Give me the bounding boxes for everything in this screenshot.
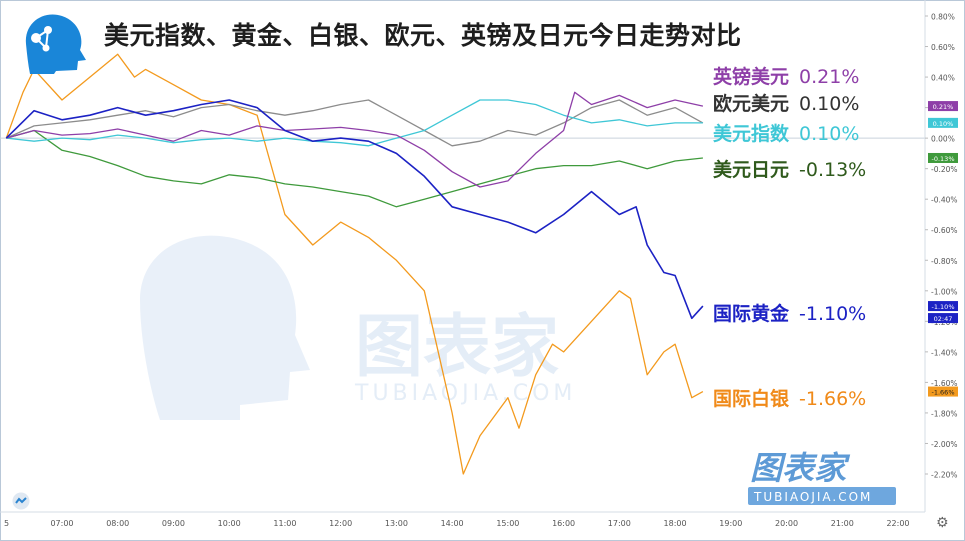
label-name: 国际黄金 <box>713 303 790 325</box>
label-eurusd: 欧元美元 0.10% <box>713 89 859 116</box>
x-tick-label: 11:00 <box>273 519 296 528</box>
label-dxy: 美元指数 0.10% <box>713 119 859 146</box>
x-tick-label: 12:00 <box>329 519 352 528</box>
x-tick-label: 21:00 <box>831 519 854 528</box>
axes: 0.80%0.60%0.40%0.20%0.00%-0.20%-0.40%-0.… <box>0 0 958 528</box>
y-tick-label: -1.40% <box>931 348 958 357</box>
x-tick-label: 18:00 <box>664 519 687 528</box>
label-name: 欧元美元 <box>713 93 790 115</box>
price-badge-text: 0.21% <box>933 103 954 111</box>
label-name: 英镑美元 <box>713 66 790 88</box>
label-pct: -0.13% <box>799 159 867 181</box>
x-tick-label: 16:00 <box>552 519 575 528</box>
series-line-2 <box>6 99 703 147</box>
x-tick-label: 10:00 <box>218 519 241 528</box>
label-gold: 国际黄金 -1.10% <box>713 299 866 326</box>
corner-brand: 图表家 TUBIAOJIA.COM <box>748 449 896 505</box>
y-tick-label: -0.80% <box>931 257 958 266</box>
time-badge-text: 02:47 <box>934 315 953 323</box>
label-pct: -1.10% <box>799 303 867 325</box>
series-lines <box>5 53 704 475</box>
y-tick-label: 0.60% <box>931 43 955 52</box>
time-badge <box>928 313 958 324</box>
x-tick-label: 22:00 <box>886 519 909 528</box>
price-badges: 0.21% 0.10% -0.13% -1.10% -1.66% 02:47 <box>928 101 958 397</box>
series-line-1 <box>6 99 704 147</box>
price-badge <box>928 117 958 128</box>
series-line-4 <box>5 99 704 320</box>
series-line-3 <box>6 129 703 208</box>
price-badge-text: -0.13% <box>932 155 955 163</box>
price-badge <box>928 152 958 163</box>
brand-logo <box>25 14 86 74</box>
price-badge <box>928 386 958 397</box>
price-badge <box>928 301 958 312</box>
watermark-sub: TUBIAOJIA.COM <box>354 381 576 406</box>
y-tick-label: -2.00% <box>931 440 958 449</box>
chart-title: 美元指数、黄金、白银、欧元、英镑及日元今日走势对比 <box>104 21 742 50</box>
x-tick-label: 08:00 <box>106 519 129 528</box>
x-tick-label: 5 <box>4 519 9 528</box>
label-pct: 0.10% <box>799 123 860 145</box>
price-badge-text: -1.66% <box>932 389 955 397</box>
y-tick-label: 0.00% <box>931 135 955 144</box>
y-tick-label: -0.60% <box>931 226 958 235</box>
y-tick-label: -1.00% <box>931 287 958 296</box>
label-pct: 0.10% <box>799 93 860 115</box>
head-icon <box>25 14 86 74</box>
label-name: 国际白银 <box>713 388 790 410</box>
label-pct: 0.21% <box>799 66 860 88</box>
y-tick-label: 0.40% <box>931 74 955 83</box>
label-silver: 国际白银 -1.66% <box>713 384 866 411</box>
label-usdjpy: 美元日元 -0.13% <box>713 155 866 182</box>
price-badge-text: -1.10% <box>932 303 955 311</box>
x-tick-label: 15:00 <box>496 519 519 528</box>
watermark-main: 图表家 <box>355 308 559 387</box>
watermark-logo <box>140 235 310 420</box>
x-tick-label: 20:00 <box>775 519 798 528</box>
y-tick-label: -0.20% <box>931 165 958 174</box>
y-tick-label: 0.80% <box>931 13 955 22</box>
price-badge-text: 0.10% <box>933 120 954 128</box>
price-badge <box>928 101 958 112</box>
y-tick-label: -1.60% <box>931 379 958 388</box>
y-tick-label: -2.20% <box>931 471 958 480</box>
y-tick-label: -1.80% <box>931 409 958 418</box>
label-name: 美元指数 <box>713 123 790 145</box>
settings-gear-icon[interactable]: ⚙ <box>936 515 949 531</box>
label-name: 美元日元 <box>713 159 790 181</box>
x-tick-label: 17:00 <box>608 519 631 528</box>
corner-brand-sub: TUBIAOJIA.COM <box>753 490 872 504</box>
series-line-5 <box>5 53 704 475</box>
x-tick-label: 14:00 <box>441 519 464 528</box>
x-tick-label: 07:00 <box>50 519 73 528</box>
x-tick-label: 13:00 <box>385 519 408 528</box>
series-line-0 <box>6 91 704 188</box>
label-gbpusd: 英镑美元 0.21% <box>713 62 859 89</box>
x-tick-label: 19:00 <box>719 519 742 528</box>
y-tick-label: -0.40% <box>931 196 958 205</box>
watermark: 图表家 TUBIAOJIA.COM <box>354 308 576 406</box>
label-pct: -1.66% <box>799 388 867 410</box>
x-tick-label: 09:00 <box>162 519 185 528</box>
corner-brand-main: 图表家 <box>750 449 851 487</box>
cloud-icon[interactable] <box>12 492 30 510</box>
